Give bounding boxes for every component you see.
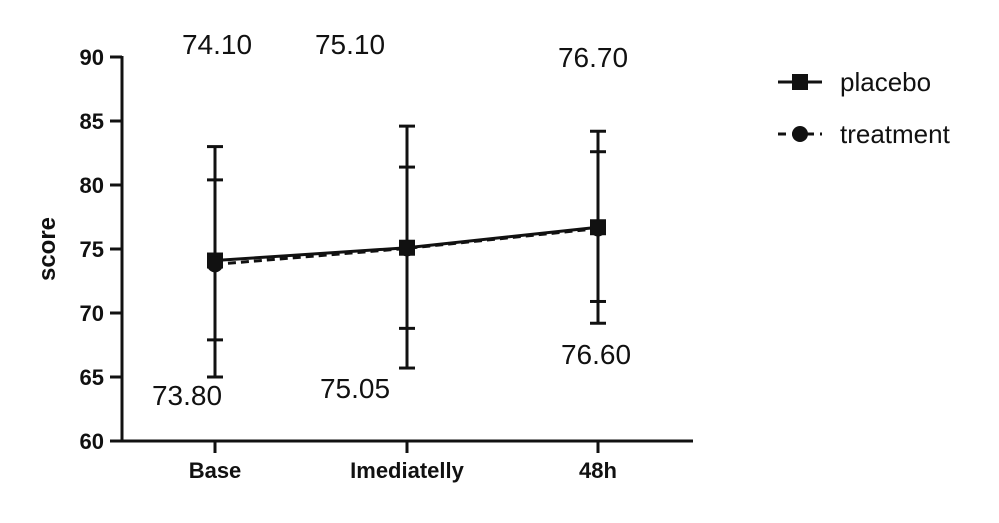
data-label-treatment: 76.60 (561, 339, 631, 370)
y-axis-title: score (34, 217, 61, 281)
legend-label-treatment: treatment (840, 119, 951, 149)
y-tick-label: 80 (80, 173, 104, 198)
y-tick-label: 60 (80, 429, 104, 454)
x-tick-label: Imediatelly (350, 458, 464, 483)
y-tick-label: 90 (80, 45, 104, 70)
data-point-treatment (590, 220, 606, 237)
x-tick-label: 48h (579, 458, 617, 483)
y-tick-label: 65 (80, 365, 104, 390)
y-tick-label: 75 (80, 237, 104, 262)
data-point-treatment (399, 240, 415, 257)
series-markers (207, 219, 606, 273)
data-label-treatment: 75.05 (320, 373, 390, 404)
legend-marker-placebo (792, 74, 808, 90)
legend-label-placebo: placebo (840, 67, 931, 97)
data-label-placebo: 75.10 (315, 29, 385, 60)
data-labels: 74.10 75.10 76.70 73.80 75.05 76.60 (152, 29, 631, 411)
data-label-placebo: 74.10 (182, 29, 252, 60)
legend-marker-treatment (792, 126, 808, 142)
x-axis: Base Imediatelly 48h (122, 439, 693, 483)
x-tick-label: Base (189, 458, 242, 483)
y-axis: 60 65 70 75 80 85 90 (80, 45, 124, 454)
legend: placebo treatment (778, 67, 951, 149)
data-point-treatment (207, 256, 223, 273)
data-label-placebo: 76.70 (558, 42, 628, 73)
data-label-treatment: 73.80 (152, 380, 222, 411)
y-tick-label: 70 (80, 301, 104, 326)
y-tick-label: 85 (80, 109, 104, 134)
